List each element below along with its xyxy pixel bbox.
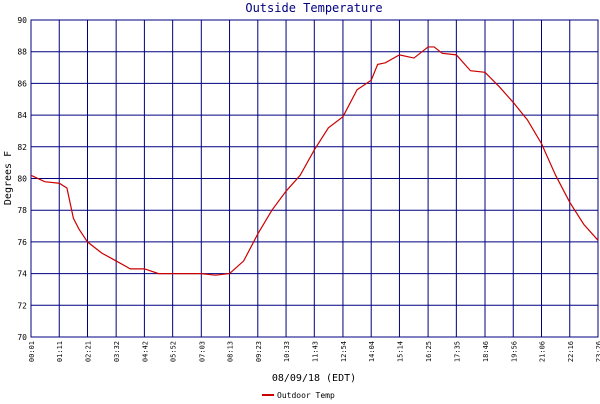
y-tick-label: 86 bbox=[17, 79, 27, 88]
x-tick-label: 12:54 bbox=[340, 341, 348, 362]
y-tick-label: 80 bbox=[17, 175, 27, 184]
y-tick-label: 76 bbox=[17, 238, 27, 247]
y-tick-label: 72 bbox=[17, 301, 27, 310]
x-tick-label: 19:56 bbox=[510, 341, 518, 362]
y-tick-label: 74 bbox=[17, 270, 27, 279]
x-tick-label: 15:14 bbox=[396, 341, 404, 362]
x-tick-label: 22:16 bbox=[567, 341, 575, 362]
x-tick-label: 01:11 bbox=[56, 341, 64, 362]
y-tick-label: 82 bbox=[17, 143, 27, 152]
x-tick-label: 02:21 bbox=[84, 341, 92, 362]
x-tick-label: 05:52 bbox=[170, 341, 178, 362]
y-tick-label: 88 bbox=[17, 48, 27, 57]
x-tick-label: 07:03 bbox=[198, 341, 206, 362]
y-tick-label: 90 bbox=[17, 16, 27, 25]
y-tick-label: 78 bbox=[17, 206, 27, 215]
x-tick-label: 21:06 bbox=[539, 341, 547, 362]
y-axis-label: Degrees F bbox=[3, 151, 14, 205]
x-tick-label: 09:23 bbox=[255, 341, 263, 362]
x-tick-label: 17:35 bbox=[453, 341, 461, 362]
x-tick-label: 14:04 bbox=[368, 341, 376, 362]
x-tick-label: 16:25 bbox=[425, 341, 433, 362]
x-tick-label: 18:46 bbox=[482, 341, 490, 362]
legend-label: Outdoor Temp bbox=[277, 391, 335, 400]
x-tick-label: 00:01 bbox=[28, 341, 36, 362]
x-tick-label: 10:33 bbox=[283, 341, 291, 362]
y-tick-label: 84 bbox=[17, 111, 27, 120]
data-line bbox=[30, 46, 599, 276]
x-tick-label: 03:32 bbox=[113, 341, 121, 362]
chart-title: Outside Temperature bbox=[245, 1, 382, 15]
x-tick-label: 11:43 bbox=[311, 341, 319, 362]
x-tick-label: 08:13 bbox=[227, 341, 235, 362]
x-axis-label: 08/09/18 (EDT) bbox=[272, 373, 356, 384]
y-tick-label: 70 bbox=[17, 333, 27, 342]
x-tick-label: 04:42 bbox=[141, 341, 149, 362]
x-tick-label: 23:26 bbox=[595, 341, 600, 362]
